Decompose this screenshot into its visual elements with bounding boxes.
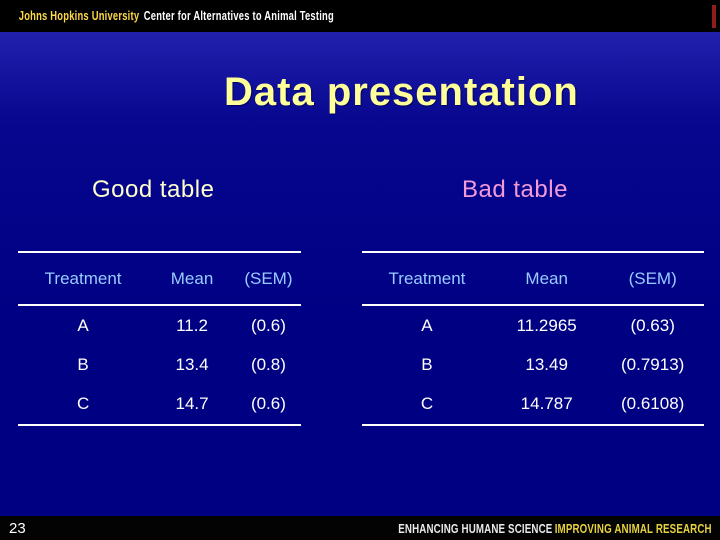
table-cell: 11.2 [176, 315, 208, 335]
header-bar: Johns Hopkins University Center for Alte… [0, 0, 720, 32]
table-cell: B [77, 354, 89, 374]
table-cell: 14.787 [520, 394, 573, 414]
slide-title: Data presentation [224, 70, 579, 114]
bad-table-body: A 11.2965 (0.63) B 13.49 (0.7913) C 14.7… [362, 306, 704, 424]
table-row: A 11.2965 (0.63) [362, 306, 704, 345]
bad-table-header-row: Treatment Mean (SEM) [362, 253, 704, 306]
bad-table: Treatment Mean (SEM) A 11.2965 (0.63) B … [362, 251, 704, 426]
table-row: B 13.49 (0.7913) [362, 345, 704, 384]
table-cell: A [421, 315, 433, 335]
footer-tagline-yellow: IMPROVING ANIMAL RESEARCH [554, 520, 712, 536]
good-table-label: Good table [92, 176, 215, 203]
column-header: Mean [170, 268, 214, 288]
table-cell: 13.4 [175, 354, 209, 374]
red-accent-mark [712, 5, 716, 28]
column-header: (SEM) [628, 268, 677, 288]
table-cell: (0.6108) [621, 394, 685, 414]
column-header: Mean [525, 268, 568, 288]
brand-logo: Johns Hopkins University Center for Alte… [0, 9, 334, 23]
good-table-body: A 11.2 (0.6) B 13.4 (0.8) C 14.7 (0.6) [18, 306, 301, 424]
column-header: (SEM) [244, 268, 293, 288]
page-number: 23 [9, 519, 26, 537]
footer-tagline-white: ENHANCING HUMANE SCIENCE [398, 520, 553, 536]
column-header: Treatment [44, 268, 122, 288]
brand-center-name: Center for Alternatives to Animal Testin… [143, 9, 334, 23]
table-cell: (0.6) [250, 394, 286, 414]
table-row: B 13.4 (0.8) [18, 345, 301, 384]
table-row: A 11.2 (0.6) [18, 306, 301, 345]
table-cell: 11.2965 [516, 315, 577, 335]
table-cell: 14.7 [175, 394, 209, 414]
table-cell: B [421, 354, 433, 374]
table-cell: C [76, 394, 90, 414]
table-row: C 14.7 (0.6) [18, 385, 301, 424]
footer-bar: 23 ENHANCING HUMANE SCIENCE IMPROVING AN… [0, 516, 720, 540]
table-cell: (0.8) [250, 354, 286, 374]
footer-tagline: ENHANCING HUMANE SCIENCE IMPROVING ANIMA… [398, 521, 720, 536]
good-table: Treatment Mean (SEM) A 11.2 (0.6) B 13.4… [18, 251, 301, 426]
brand-university-name: Johns Hopkins University [18, 9, 140, 23]
bad-table-label: Bad table [462, 176, 568, 203]
table-cell: C [420, 394, 434, 414]
good-table-header-row: Treatment Mean (SEM) [18, 253, 301, 306]
table-cell: (0.63) [630, 315, 675, 335]
table-row: C 14.787 (0.6108) [362, 385, 704, 424]
table-cell: 13.49 [525, 354, 568, 374]
table-cell: A [77, 315, 89, 335]
table-cell: (0.6) [250, 315, 286, 335]
column-header: Treatment [388, 268, 466, 288]
table-cell: (0.7913) [621, 354, 685, 374]
